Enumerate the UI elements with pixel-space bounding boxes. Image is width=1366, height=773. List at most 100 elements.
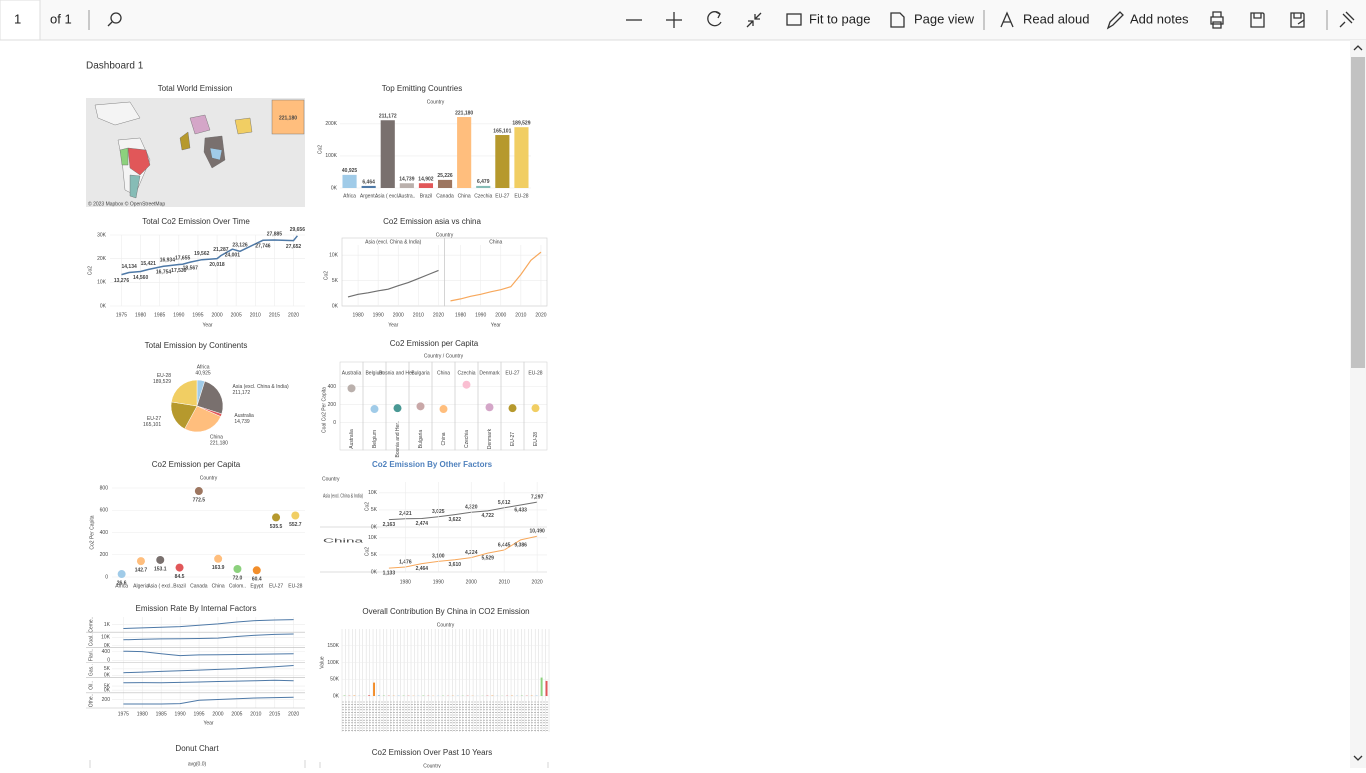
value-label: 14,902 <box>418 177 434 183</box>
x-tick-label: EU-27 <box>495 193 509 199</box>
bar <box>438 180 452 188</box>
line <box>123 620 293 629</box>
x-tick-label: EU-28 <box>514 193 528 199</box>
y-axis-label: Co2 <box>87 266 93 275</box>
y-tick-label: 400 <box>100 530 109 536</box>
slice-value: 189,529 <box>153 379 171 385</box>
x-tick-label: 1990 <box>175 711 186 717</box>
chart-title: Total World Emission <box>158 84 233 93</box>
bar <box>546 681 548 696</box>
chart-title: Emission Rate By Internal Factors <box>136 604 257 613</box>
header: avg(0.0) <box>188 761 207 767</box>
bar <box>362 186 376 188</box>
x-tick-label: 2020 <box>433 312 444 318</box>
value-label: 27,885 <box>267 231 283 237</box>
y-axis-label: Othe.. <box>88 694 94 708</box>
x-tick-label: 1990 <box>475 312 486 318</box>
x-tick-label: 1980 <box>400 579 411 585</box>
value-label: 6,479 <box>477 179 490 185</box>
bar <box>457 117 471 188</box>
dot <box>233 565 241 573</box>
y-axis-label: Co2 <box>323 271 329 280</box>
value-label: 221,180 <box>455 110 473 116</box>
value-label: 535.5 <box>270 524 283 530</box>
slice-value: 221,180 <box>210 440 228 446</box>
column-header: Australia <box>342 370 362 376</box>
y-tick-label: 200 <box>102 697 111 703</box>
header: Country <box>427 99 445 105</box>
y-tick-label: 800 <box>100 485 109 491</box>
map-credit: © 2023 Mapbox © OpenStreetMap <box>88 200 165 207</box>
slice-value: 40,925 <box>195 371 211 377</box>
x-tick-label: Denmark <box>487 428 493 449</box>
y-tick-label: 0 <box>107 658 110 664</box>
row-label: Asia (excl. China & India) <box>323 493 363 499</box>
value-label: 2,464 <box>416 566 429 572</box>
value-label: 189,529 <box>512 121 530 127</box>
y-tick-label: 5K <box>371 507 378 513</box>
x-tick-label: Brazil <box>420 193 433 199</box>
x-axis-label: Year <box>491 322 501 328</box>
dot <box>214 555 222 563</box>
y-axis-label: Flari.. <box>88 649 94 662</box>
value-label: 20,018 <box>209 262 225 268</box>
value-label: 14,739 <box>399 177 415 183</box>
column-header: Czechia <box>457 370 475 376</box>
x-axis-label: Year <box>203 720 213 726</box>
x-tick-label: 2020 <box>532 579 543 585</box>
x-tick-label: 1980 <box>137 711 148 717</box>
chart-title: Co2 Emission Over Past 10 Years <box>372 748 493 757</box>
value-label: 16,934 <box>160 257 176 263</box>
y-axis-label: Co2 <box>364 547 370 556</box>
pie-slice <box>171 380 197 406</box>
value-label: 17,655 <box>175 256 191 262</box>
line <box>123 666 293 673</box>
y-tick-label: 10K <box>101 635 111 641</box>
x-tick-label: 1995 <box>192 312 203 318</box>
read-aloud-label[interactable]: Read aloud <box>1023 11 1090 26</box>
y-tick-label: 1K <box>104 622 111 628</box>
scroll-thumb[interactable] <box>1351 57 1365 368</box>
x-tick-label: 2010 <box>515 312 526 318</box>
dot <box>371 405 379 413</box>
value-label: 25,226 <box>437 173 453 179</box>
x-tick-label: 1985 <box>156 711 167 717</box>
x-tick-label: 2000 <box>393 312 404 318</box>
slice-value: 165,101 <box>143 422 161 428</box>
x-tick-label: Brazil <box>173 583 186 589</box>
y-axis-label: Ceme.. <box>88 617 94 633</box>
dot <box>532 404 540 412</box>
line <box>451 252 542 301</box>
y-axis-label: Coal.. <box>88 633 94 646</box>
value-label: 15,421 <box>141 261 157 267</box>
y-tick-label: 600 <box>100 508 109 514</box>
x-tick-label: Colom.. <box>229 583 246 589</box>
y-tick-label: 400 <box>102 649 111 655</box>
bar <box>514 127 528 188</box>
page-number[interactable]: 1 <box>14 11 21 26</box>
value-label: 84.5 <box>175 574 185 580</box>
x-tick-label: 2010 <box>413 312 424 318</box>
value-label: 29,656 <box>290 227 306 233</box>
dot <box>417 402 425 410</box>
bar <box>381 120 395 188</box>
bar <box>419 183 433 188</box>
value-label: 552.7 <box>289 522 302 528</box>
value-label: 60.4 <box>252 577 262 583</box>
dot <box>195 487 203 495</box>
x-axis-label: Year <box>388 322 398 328</box>
dot <box>509 404 517 412</box>
y-tick-label: 5K <box>104 683 111 689</box>
add-notes-label[interactable]: Add notes <box>1130 11 1189 26</box>
fit-label[interactable]: Fit to page <box>809 11 870 26</box>
bar <box>343 695 345 696</box>
value-label: 2,163 <box>383 522 396 528</box>
header: Country <box>436 232 454 238</box>
x-tick-label: China <box>212 583 225 589</box>
column-header: China <box>437 370 450 376</box>
y-tick-label: 200 <box>100 552 109 558</box>
dot <box>348 384 356 392</box>
y-axis-label: Co2 <box>364 502 370 511</box>
page-view-label[interactable]: Page view <box>914 11 975 26</box>
chart-title: Top Emitting Countries <box>382 84 462 93</box>
